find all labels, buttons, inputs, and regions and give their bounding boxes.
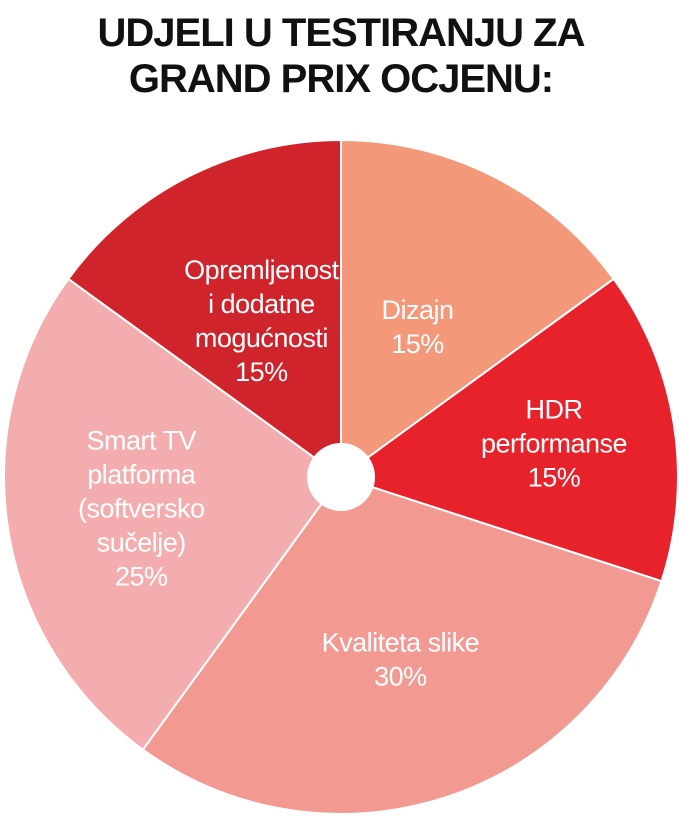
pie-slice (340, 138, 616, 479)
slice-category-label: i dodatne (208, 289, 315, 319)
slice-label: Smart TV platforma (softversko sučelje) 25% (78, 426, 205, 592)
slice-category-label: platforma (87, 460, 197, 490)
chart-title: UDJELI U TESTIRANJU ZA GRAND PRIX OCJENU… (0, 10, 682, 102)
slice-value-label: 15% (391, 329, 444, 359)
slice-category-label: performanse (481, 428, 627, 458)
chart-title-line-2: GRAND PRIX OCJENU: (128, 57, 554, 101)
slice-category-label: Kvaliteta slike (322, 628, 480, 658)
pie-slice (66, 138, 342, 479)
slice-value-label: 15% (528, 462, 581, 492)
pie-slice (338, 277, 680, 583)
slice-label: HDR performanse 15% (481, 394, 627, 492)
pie-slice (3, 277, 343, 752)
slice-label: Kvaliteta slike 30% (322, 628, 480, 692)
pie-slice (141, 475, 663, 816)
slice-value-label: 25% (115, 562, 168, 592)
chart-title-line-1: UDJELI U TESTIRANJU ZA (97, 11, 586, 55)
slice-value-label: 15% (235, 357, 288, 387)
slice-category-label: Opremljenost (184, 255, 340, 285)
slice-category-label: HDR (526, 394, 583, 424)
slice-category-label: (softversko (78, 494, 205, 524)
pie-center-hole (307, 443, 375, 511)
slice-category-label: sučelje) (97, 528, 186, 558)
slice-label: Opremljenost i dodatne mogućnosti 15% (184, 255, 340, 387)
slice-category-label: Dizajn (381, 295, 453, 325)
slice-value-label: 30% (374, 662, 427, 692)
slice-category-label: mogućnosti (195, 323, 328, 353)
slice-label: Dizajn 15% (381, 295, 453, 359)
slice-category-label: Smart TV (87, 426, 197, 456)
